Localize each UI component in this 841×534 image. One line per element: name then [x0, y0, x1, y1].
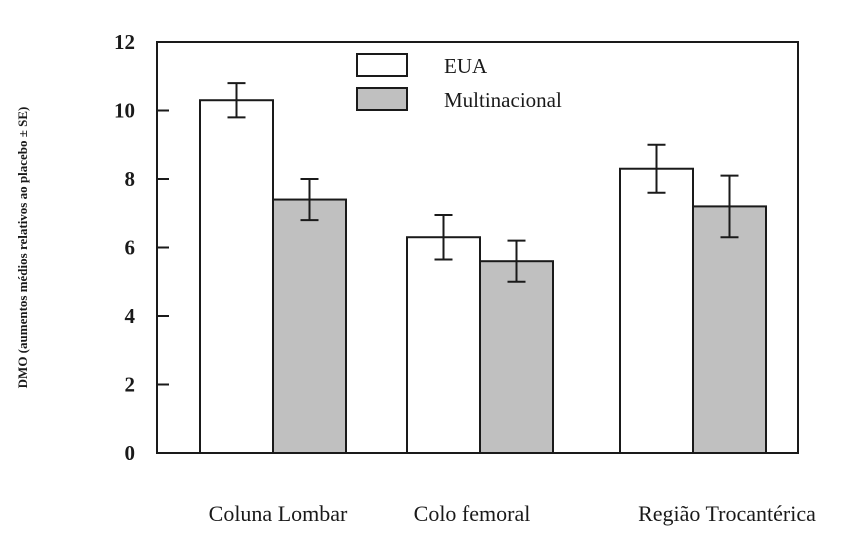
bar-multinacional-2: [692, 205, 767, 454]
category-label: Colo femoral: [414, 501, 531, 526]
y-tick-label: 8: [125, 167, 136, 191]
axis-labels: 0 2 4 6 8 10 12 DMO (aumentos médios relativos …: [15, 30, 816, 526]
bar-multinacional-0: [272, 198, 347, 454]
category-label: Região Trocantérica: [638, 501, 816, 526]
legend-label-eua: EUA: [444, 54, 488, 78]
y-tick-label: 0: [125, 441, 136, 465]
bar-eua-1: [406, 236, 481, 454]
error-bars: [227, 82, 739, 283]
y-axis-label: DMO (aumentos médios relativos ao placeb…: [15, 107, 30, 389]
category-label: Coluna Lombar: [209, 501, 348, 526]
y-tick-label: 6: [125, 236, 136, 260]
legend-label-multinacional: Multinacional: [444, 88, 562, 112]
bars: [199, 99, 767, 455]
legend-swatch-eua: [356, 53, 408, 77]
bar-eua-0: [199, 99, 274, 454]
bar-eua-2: [619, 167, 694, 454]
legend: EUA Multinacional: [356, 53, 562, 112]
y-tick-label: 10: [114, 99, 135, 123]
y-tick-label: 4: [125, 304, 136, 328]
legend-swatch-multinacional: [356, 87, 408, 111]
y-tick-label: 2: [125, 373, 136, 397]
bar-multinacional-1: [479, 260, 554, 455]
y-tick-label: 12: [114, 30, 135, 54]
